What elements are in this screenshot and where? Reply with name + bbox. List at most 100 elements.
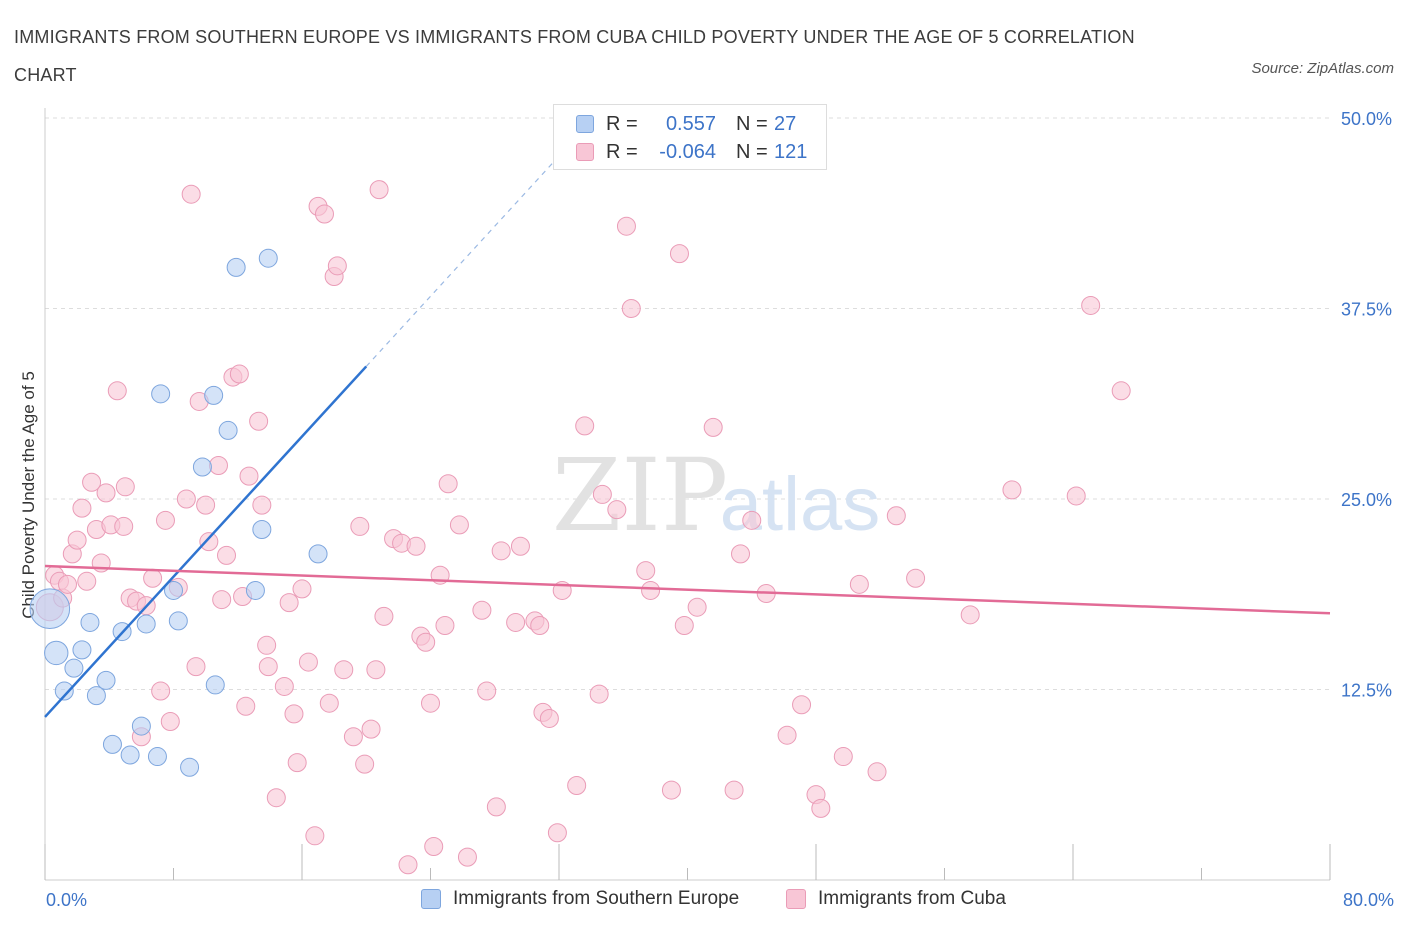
legend-r-value: -0.064: [659, 140, 716, 163]
point-cuba: [236, 696, 256, 716]
point-cuba: [792, 695, 812, 715]
point-cuba: [186, 657, 206, 677]
point-cuba: [398, 855, 418, 875]
point-cuba: [258, 657, 278, 677]
source-label: Source: ZipAtlas.com: [1251, 60, 1394, 77]
point-cuba: [239, 466, 259, 486]
series-legend-cuba: Immigrants from Cuba: [786, 888, 1006, 910]
point-cuba: [477, 681, 497, 701]
point-cuba: [72, 498, 92, 518]
point-cuba: [435, 615, 455, 635]
trendline-southern-europe-extension: [365, 155, 560, 367]
point-cuba: [327, 256, 347, 276]
point-cuba: [669, 244, 689, 264]
point-cuba: [616, 216, 636, 236]
point-cuba: [160, 712, 180, 732]
point-cuba: [274, 676, 294, 696]
point-cuba: [350, 516, 370, 536]
point-cuba: [252, 495, 272, 515]
point-cuba: [886, 506, 906, 526]
point-cuba: [449, 515, 469, 535]
point-cuba: [575, 416, 595, 436]
point-cuba: [366, 660, 386, 680]
legend-n-label: N =: [736, 112, 768, 135]
point-southern-europe: [226, 257, 246, 277]
point-cuba: [960, 605, 980, 625]
point-cuba: [374, 606, 394, 626]
point-southern-europe: [120, 745, 140, 765]
point-southern-europe: [180, 757, 200, 777]
point-southern-europe: [258, 248, 278, 268]
legend-n-value: 121: [774, 140, 808, 163]
point-cuba: [319, 693, 339, 713]
point-cuba: [510, 536, 530, 556]
point-cuba: [143, 568, 163, 588]
point-cuba: [906, 568, 926, 588]
point-cuba: [208, 455, 228, 475]
x-axis-min-label: 0.0%: [46, 890, 88, 910]
point-cuba: [155, 510, 175, 530]
y-axis-label: Child Poverty Under the Age of 5: [19, 371, 38, 619]
point-cuba: [867, 762, 887, 782]
point-cuba: [1002, 480, 1022, 500]
point-cuba: [115, 477, 135, 497]
point-cuba: [181, 184, 201, 204]
legend-r-label: R =: [606, 140, 638, 163]
point-cuba: [82, 472, 102, 492]
point-southern-europe: [205, 675, 225, 695]
point-cuba: [266, 788, 286, 808]
series-swatch-blue: [421, 889, 441, 909]
point-cuba: [298, 652, 318, 672]
point-southern-europe: [136, 614, 156, 634]
point-cuba: [424, 836, 444, 856]
point-southern-europe: [54, 681, 74, 701]
point-cuba: [539, 708, 559, 728]
point-cuba: [438, 474, 458, 494]
point-cuba: [724, 780, 744, 800]
point-southern-europe: [192, 457, 212, 477]
point-cuba: [151, 681, 171, 701]
point-cuba: [196, 495, 216, 515]
y-tick-label: 12.5%: [1341, 681, 1392, 701]
y-tick-label: 50.0%: [1341, 109, 1392, 129]
point-cuba: [589, 684, 609, 704]
point-southern-europe: [147, 747, 167, 767]
point-cuba: [96, 483, 116, 503]
y-tick-label: 25.0%: [1341, 490, 1392, 510]
chart-title: IMMIGRANTS FROM SOUTHERN EUROPE VS IMMIG…: [14, 27, 1135, 85]
series-name: Immigrants from Cuba: [818, 888, 1006, 909]
point-cuba: [636, 561, 656, 581]
point-cuba: [249, 411, 269, 431]
point-cuba: [314, 204, 334, 224]
point-cuba: [849, 574, 869, 594]
point-cuba: [77, 571, 97, 591]
legend-swatch-pink: [576, 143, 594, 161]
point-cuba: [491, 541, 511, 561]
point-southern-europe: [245, 580, 265, 600]
point-cuba: [212, 590, 232, 610]
legend-row-cuba: R = -0.064 N = 121: [576, 138, 807, 166]
point-cuba: [355, 754, 375, 774]
correlation-legend: R = 0.557 N = 27 R = -0.064 N = 121: [553, 104, 827, 170]
point-southern-europe: [86, 686, 106, 706]
legend-n-label: N =: [736, 140, 768, 163]
watermark-zip: ZIP: [552, 437, 728, 554]
point-cuba: [217, 545, 237, 565]
point-cuba: [641, 580, 661, 600]
series-legend-southern-europe: Immigrants from Southern Europe: [421, 888, 739, 910]
point-cuba: [305, 826, 325, 846]
point-cuba: [833, 747, 853, 767]
point-southern-europe: [29, 588, 71, 630]
point-southern-europe: [151, 384, 171, 404]
point-cuba: [607, 500, 627, 520]
point-southern-europe: [131, 716, 151, 736]
point-southern-europe: [308, 544, 328, 564]
point-cuba: [406, 536, 426, 556]
series-legend: Immigrants from Southern Europe Immigran…: [0, 888, 1406, 916]
x-axis-max-label: 80.0%: [1342, 890, 1394, 910]
point-cuba: [1066, 486, 1086, 506]
point-southern-europe: [96, 670, 116, 690]
point-southern-europe: [64, 658, 84, 678]
point-southern-europe: [168, 611, 188, 631]
point-cuba: [547, 823, 567, 843]
